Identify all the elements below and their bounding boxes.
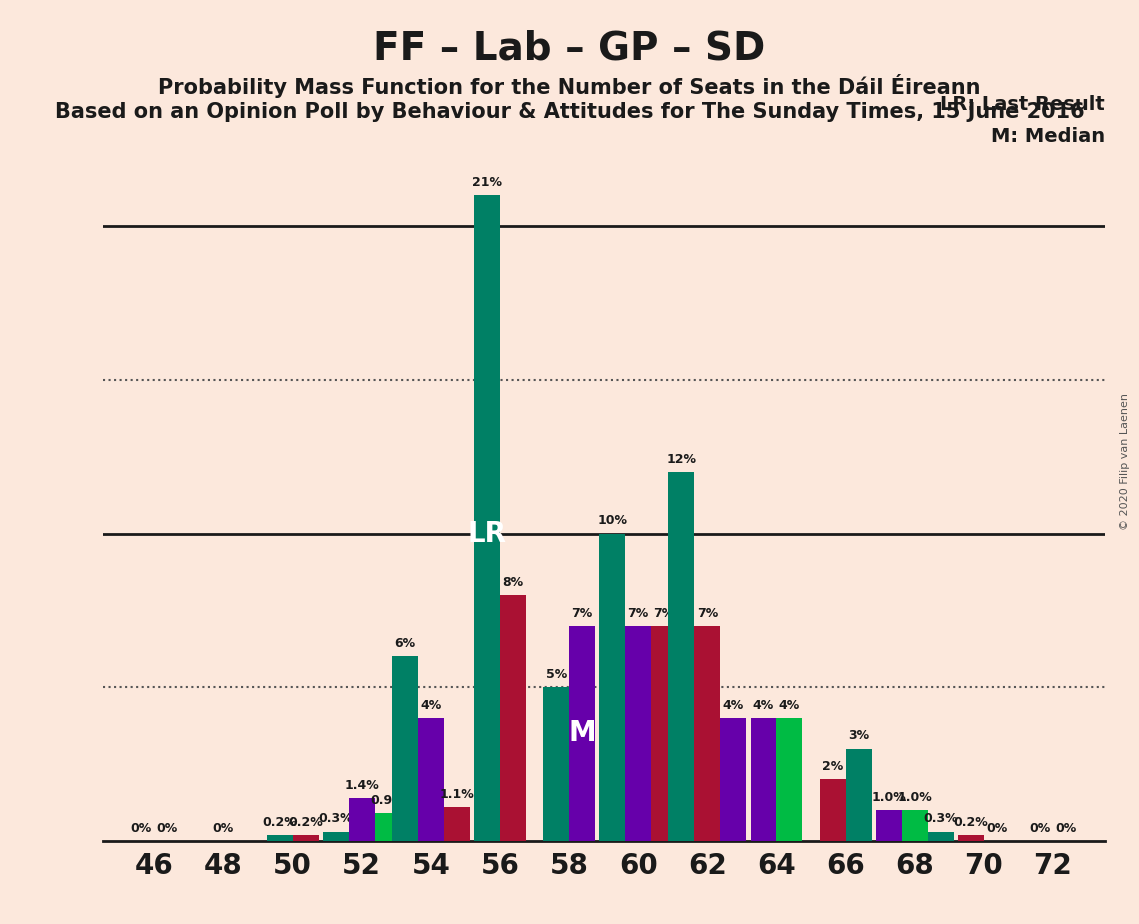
Text: Based on an Opinion Poll by Behaviour & Attitudes for The Sunday Times, 15 June : Based on an Opinion Poll by Behaviour & … <box>55 102 1084 122</box>
Bar <box>444 807 469 841</box>
Bar <box>293 834 319 841</box>
Text: 1.1%: 1.1% <box>440 788 474 801</box>
Bar <box>751 718 777 841</box>
Bar <box>500 595 526 841</box>
Text: FF – Lab – GP – SD: FF – Lab – GP – SD <box>374 30 765 67</box>
Text: © 2020 Filip van Laenen: © 2020 Filip van Laenen <box>1121 394 1130 530</box>
Bar <box>958 834 984 841</box>
Text: 1.0%: 1.0% <box>871 791 907 804</box>
Text: 7%: 7% <box>572 606 592 620</box>
Bar <box>322 832 349 841</box>
Text: 4%: 4% <box>779 699 800 711</box>
Bar <box>695 626 720 841</box>
Bar <box>876 810 902 841</box>
Bar <box>720 718 746 841</box>
Text: 1.4%: 1.4% <box>344 779 379 792</box>
Text: 0%: 0% <box>213 821 235 834</box>
Bar <box>625 626 652 841</box>
Text: 21%: 21% <box>472 176 502 189</box>
Text: 5%: 5% <box>546 668 567 681</box>
Text: 4%: 4% <box>420 699 442 711</box>
Bar <box>543 687 570 841</box>
Bar <box>902 810 927 841</box>
Text: 0.2%: 0.2% <box>262 816 297 829</box>
Text: 0%: 0% <box>157 821 178 834</box>
Bar <box>392 656 418 841</box>
Bar <box>418 718 444 841</box>
Text: Probability Mass Function for the Number of Seats in the Dáil Éireann: Probability Mass Function for the Number… <box>158 74 981 98</box>
Bar <box>570 626 595 841</box>
Bar <box>927 832 953 841</box>
Text: 4%: 4% <box>722 699 744 711</box>
Text: M: M <box>568 719 596 748</box>
Text: 3%: 3% <box>849 729 869 743</box>
Text: 10%: 10% <box>597 515 628 528</box>
Text: 0%: 0% <box>986 821 1008 834</box>
Text: 0.3%: 0.3% <box>924 812 958 825</box>
Text: 6%: 6% <box>394 638 416 650</box>
Text: 0.9%: 0.9% <box>370 794 405 807</box>
Text: LR: LR <box>467 519 507 548</box>
Text: 0%: 0% <box>1056 821 1076 834</box>
Text: 7%: 7% <box>654 606 674 620</box>
Text: 8%: 8% <box>502 576 524 589</box>
Bar <box>474 196 500 841</box>
Bar <box>669 472 695 841</box>
Text: 0.2%: 0.2% <box>288 816 323 829</box>
Bar <box>267 834 293 841</box>
Bar <box>349 797 375 841</box>
Text: M: Median: M: Median <box>991 127 1105 146</box>
Text: 0.3%: 0.3% <box>319 812 353 825</box>
Text: 0%: 0% <box>1030 821 1050 834</box>
Text: LR: Last Result: LR: Last Result <box>940 95 1105 114</box>
Bar <box>599 533 625 841</box>
Bar <box>652 626 677 841</box>
Bar <box>845 748 871 841</box>
Text: 4%: 4% <box>753 699 775 711</box>
Text: 0.2%: 0.2% <box>953 816 989 829</box>
Text: 12%: 12% <box>666 453 696 466</box>
Bar <box>820 779 845 841</box>
Text: 0%: 0% <box>131 821 151 834</box>
Bar <box>777 718 802 841</box>
Text: 7%: 7% <box>697 606 718 620</box>
Text: 7%: 7% <box>628 606 649 620</box>
Bar <box>375 813 401 841</box>
Text: 2%: 2% <box>822 760 843 773</box>
Text: 1.0%: 1.0% <box>898 791 932 804</box>
